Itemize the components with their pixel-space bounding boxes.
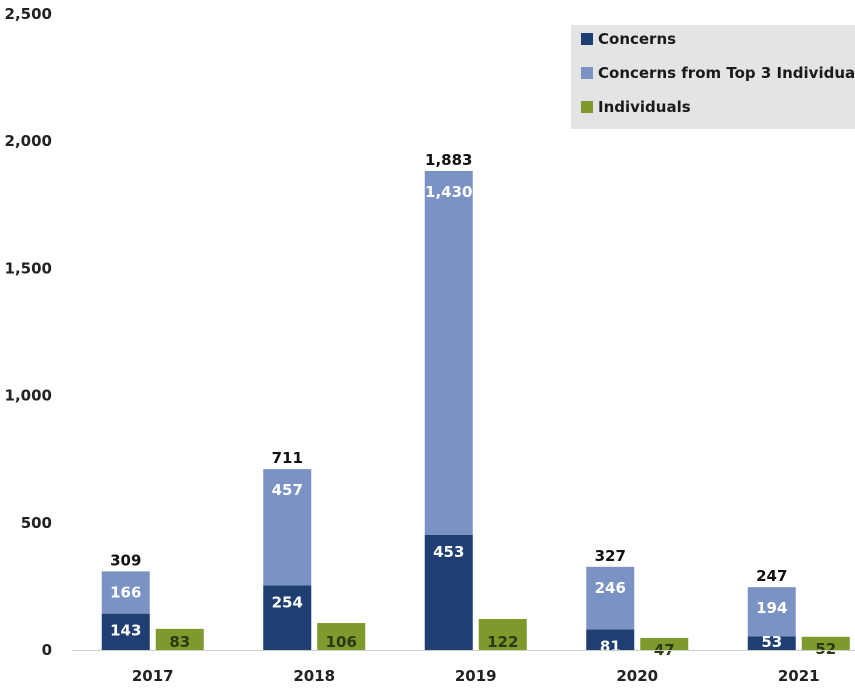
data-label-individuals: 122 (487, 633, 518, 651)
bar-concerns (424, 534, 473, 650)
x-tick-label: 2021 (778, 667, 820, 685)
legend-label: Individuals (598, 98, 691, 116)
bars: 143 166 83 309 254 457 106 711 453 1,430 122 1,883 8… (101, 151, 850, 659)
data-label-total: 247 (756, 567, 787, 585)
legend-label: Concerns from Top 3 Individuals (598, 64, 855, 82)
data-label-top3: 1,430 (425, 183, 472, 201)
y-axis: 0 500 1,000 1,500 2,000 2,500 (5, 5, 52, 659)
legend-background (571, 25, 855, 129)
data-label-concerns: 453 (433, 543, 464, 561)
y-tick-label: 1,500 (5, 259, 52, 277)
data-label-concerns: 81 (600, 637, 621, 655)
data-label-concerns: 254 (272, 593, 303, 611)
bar-concerns (586, 629, 635, 650)
legend-swatch (581, 101, 593, 113)
legend-label: Concerns (598, 30, 676, 48)
y-tick-label: 0 (42, 641, 52, 659)
bar-concerns-top3 (424, 170, 473, 535)
bar-individuals (640, 638, 689, 650)
bar-individuals (478, 618, 527, 650)
legend-swatch (581, 67, 593, 79)
data-label-total: 1,883 (425, 151, 472, 169)
data-label-individuals: 52 (815, 640, 836, 658)
x-axis: 2017 2018 2019 2020 2021 (72, 650, 855, 685)
data-label-individuals: 83 (169, 633, 190, 651)
bar-concerns-top3 (586, 566, 635, 630)
bar-concerns-top3 (101, 571, 150, 614)
y-tick-label: 1,000 (5, 387, 52, 405)
data-label-total: 309 (110, 551, 141, 569)
data-label-top3: 246 (595, 579, 626, 597)
bar-concerns-top3 (263, 469, 312, 586)
bar-individuals (317, 623, 366, 650)
bar-concerns (101, 613, 150, 650)
bar-individuals (155, 628, 204, 650)
y-tick-label: 500 (21, 514, 52, 532)
data-label-top3: 194 (756, 599, 787, 617)
data-label-top3: 457 (272, 481, 303, 499)
bar-concerns-top3 (747, 587, 796, 637)
data-label-top3: 166 (110, 583, 141, 601)
data-label-total: 711 (272, 449, 303, 467)
bar-concerns (747, 636, 796, 650)
legend: Concerns Concerns from Top 3 Individuals I… (571, 25, 855, 129)
data-label-concerns: 53 (761, 633, 782, 651)
y-tick-label: 2,000 (5, 132, 52, 150)
x-tick-label: 2018 (293, 667, 335, 685)
bar-concerns (263, 585, 312, 650)
x-tick-label: 2019 (455, 667, 497, 685)
x-tick-label: 2017 (132, 667, 174, 685)
y-tick-label: 2,500 (5, 5, 52, 23)
data-label-concerns: 143 (110, 622, 141, 640)
data-label-individuals: 106 (326, 633, 357, 651)
x-tick-label: 2020 (616, 667, 658, 685)
legend-swatch (581, 33, 593, 45)
bar-individuals (801, 636, 850, 650)
data-label-total: 327 (595, 547, 626, 565)
